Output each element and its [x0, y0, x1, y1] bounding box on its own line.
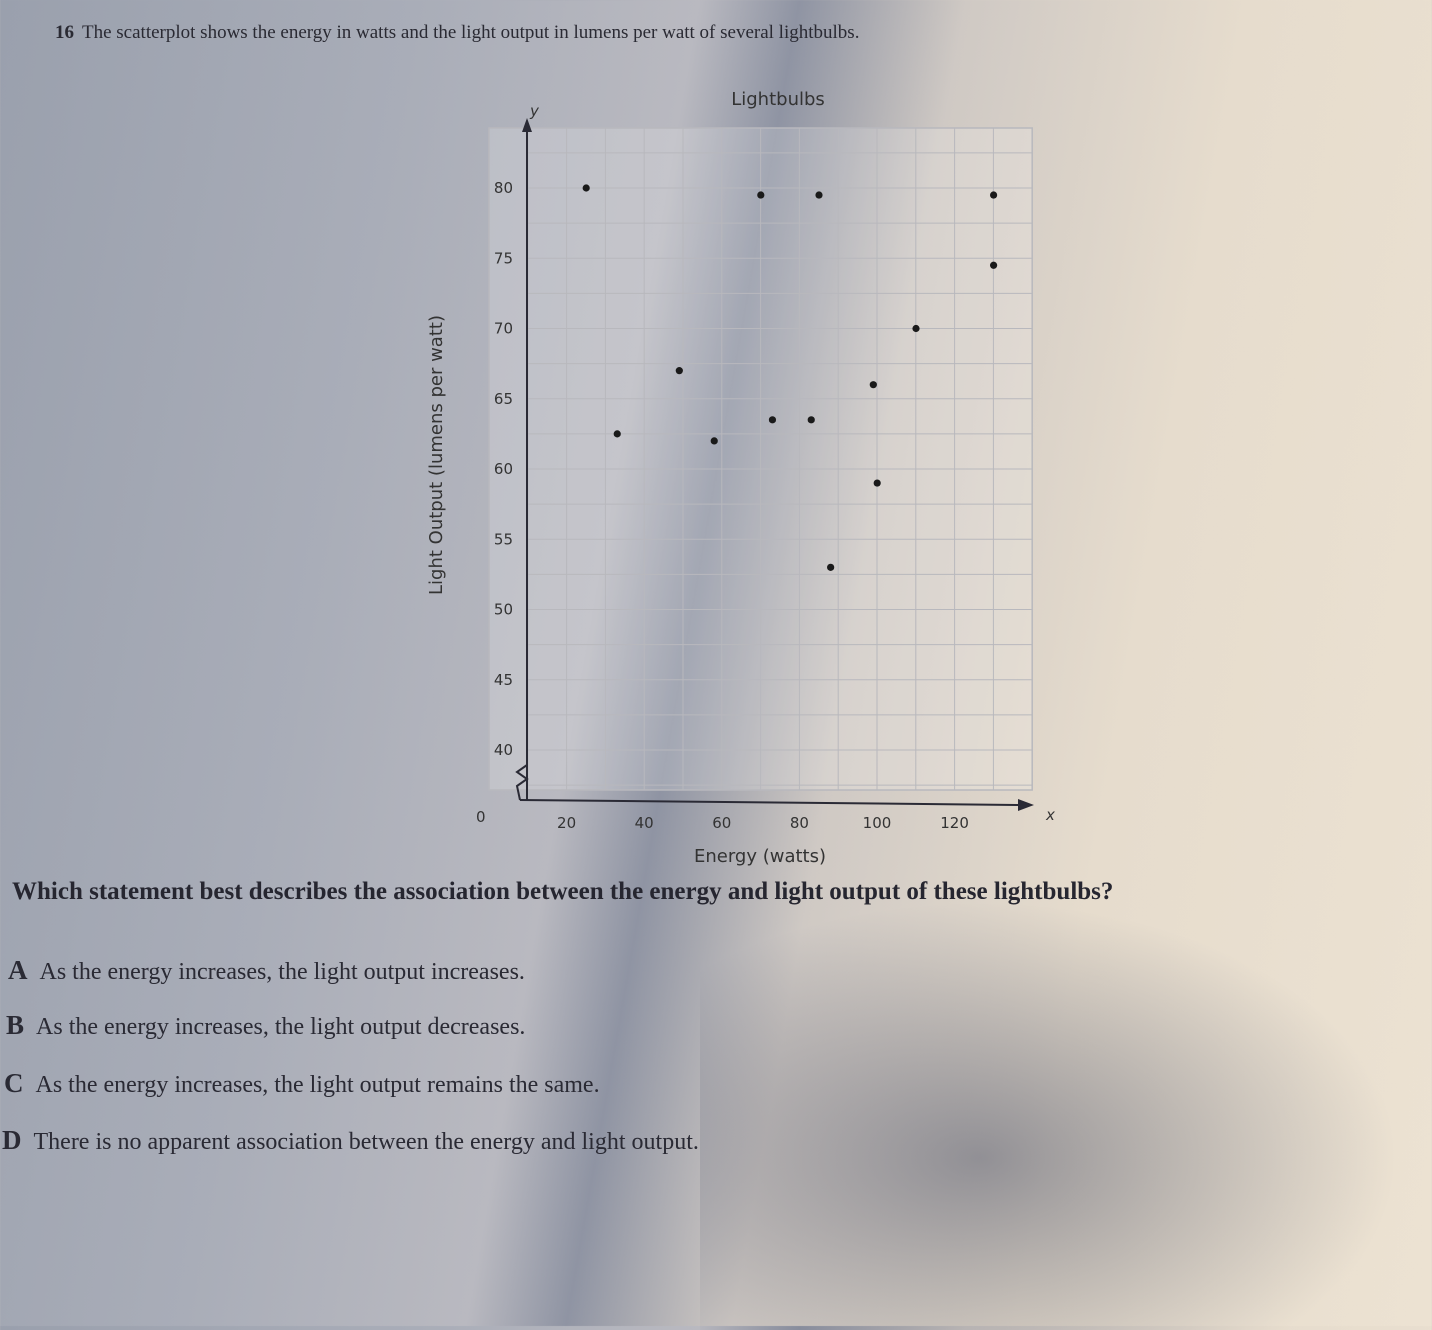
data-point: [827, 563, 835, 571]
x-axis-letter: x: [1045, 806, 1055, 824]
question-text: The scatterplot shows the energy in watt…: [82, 22, 860, 43]
option-text: As the energy increases, the light outpu…: [36, 1014, 526, 1040]
option-letter: C: [4, 1068, 24, 1098]
photo-shadow: [700, 900, 1400, 1330]
data-point: [873, 479, 881, 487]
option-text: There is no apparent association between…: [33, 1129, 699, 1155]
data-point: [807, 416, 815, 424]
data-point: [613, 430, 621, 438]
data-point: [990, 261, 998, 269]
data-point: [912, 324, 920, 333]
question-number: 16: [55, 22, 74, 43]
x-axis-arrow-icon: [1018, 799, 1034, 811]
axes: [515, 118, 1034, 811]
option-d[interactable]: D There is no apparent association betwee…: [2, 1125, 699, 1156]
axis-break-icon: [515, 764, 529, 801]
y-tick-label: 75: [494, 249, 513, 267]
y-tick-label: 40: [494, 741, 513, 759]
tick-labels: 20 40 60 80 100 120 40 45 50 55 60 65 70 75 80: [494, 179, 969, 832]
scatterplot: Lightbulbs 20 40 60 80 100 120 40 45 50 55 60 65 70 7…: [426, 89, 1055, 867]
question-header: 16 The scatterplot shows the energy in wa…: [55, 22, 859, 44]
option-c[interactable]: C As the energy increases, the light outp…: [4, 1068, 600, 1099]
y-tick-label: 55: [494, 530, 513, 548]
x-tick-label: 120: [940, 814, 969, 832]
y-tick-label: 65: [494, 390, 513, 408]
data-point: [768, 416, 777, 424]
data-point: [710, 437, 718, 445]
y-tick-label: 80: [494, 179, 513, 197]
data-point: [815, 191, 823, 199]
option-text: As the energy increases, the light outpu…: [35, 1072, 600, 1098]
x-tick-label: 100: [863, 814, 892, 832]
y-tick-label: 50: [494, 601, 513, 619]
x-tick-label: 40: [635, 814, 654, 832]
option-letter: D: [2, 1125, 22, 1155]
x-axis-label: Energy (watts): [694, 846, 826, 867]
x-tick-label: 20: [557, 814, 576, 832]
y-tick-label: 70: [494, 320, 513, 338]
x-axis: [519, 799, 1023, 806]
y-axis-letter: y: [529, 102, 540, 120]
points: [582, 184, 998, 571]
y-tick-label: 60: [494, 460, 513, 478]
option-letter: B: [6, 1010, 25, 1040]
data-point: [757, 191, 765, 199]
option-text: As the energy increases, the light outpu…: [39, 959, 525, 985]
x-tick-label: 80: [790, 814, 809, 832]
grid: [488, 127, 1033, 791]
y-tick-label: 45: [494, 671, 513, 689]
option-letter: A: [8, 955, 28, 985]
data-point: [582, 184, 590, 192]
y-axis-label: Light Output (lumens per watt): [426, 315, 447, 595]
data-point: [869, 381, 877, 389]
y-axis-arrow-icon: [522, 118, 532, 132]
option-b[interactable]: B As the energy increases, the light outp…: [6, 1010, 525, 1041]
origin-label: 0: [476, 808, 486, 826]
chart-title: Lightbulbs: [731, 89, 825, 110]
data-point: [990, 191, 998, 199]
question-prompt: Which statement best describes the assoc…: [12, 878, 1114, 905]
data-point: [675, 367, 683, 375]
x-tick-label: 60: [712, 814, 731, 832]
option-a[interactable]: A As the energy increases, the light outp…: [8, 955, 525, 986]
